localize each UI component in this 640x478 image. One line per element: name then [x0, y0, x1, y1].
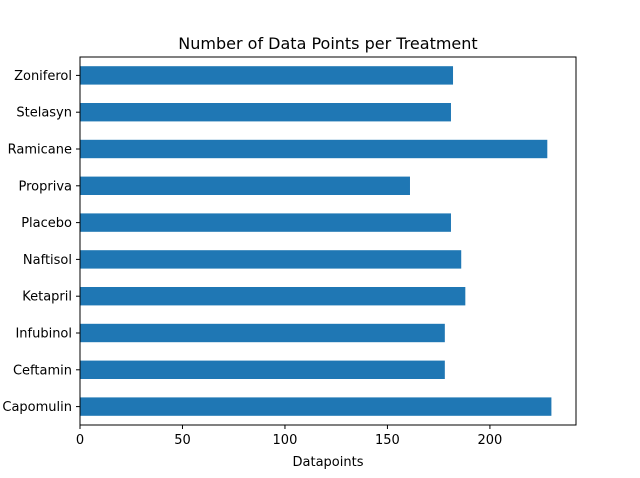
plot-frame [79, 56, 577, 426]
y-tick-label: Naftisol [23, 253, 72, 268]
chart-title: Number of Data Points per Treatment [178, 34, 477, 53]
y-tick-label: Capomulin [2, 400, 72, 415]
bar-ketapril [80, 287, 466, 306]
bar-stelasyn [80, 103, 451, 122]
y-tick-label: Ramicane [8, 143, 72, 158]
y-tick-label: Placebo [21, 216, 72, 231]
bar-naftisol [80, 250, 462, 269]
x-axis-label: Datapoints [293, 455, 364, 470]
y-tick-label: Zoniferol [14, 69, 72, 84]
x-tick-label: 150 [375, 433, 400, 448]
x-tick-label: 200 [478, 433, 503, 448]
bar-zoniferol [80, 66, 454, 85]
bar-capomulin [80, 397, 552, 416]
y-tick-label: Stelasyn [16, 106, 72, 121]
x-tick-label: 100 [273, 433, 298, 448]
x-tick-label: 50 [174, 433, 191, 448]
bar-ramicane [80, 139, 548, 159]
bar-placebo [80, 213, 451, 232]
bar-propriva [80, 176, 410, 195]
bars-group [80, 66, 552, 416]
y-tick-label: Ketapril [22, 290, 72, 305]
bar-infubinol [80, 323, 445, 343]
y-tick-label: Infubinol [15, 327, 72, 342]
bar-ceftamin [80, 360, 445, 379]
y-tick-label: Propriva [19, 179, 73, 194]
y-ticks-group: Capomulin Ceftamin Infubinol Ketapril Naftis… [2, 69, 80, 415]
x-ticks-group: 0 50 100 150 200 [76, 425, 502, 448]
y-tick-label: Ceftamin [13, 363, 72, 378]
x-tick-label: 0 [76, 433, 84, 448]
